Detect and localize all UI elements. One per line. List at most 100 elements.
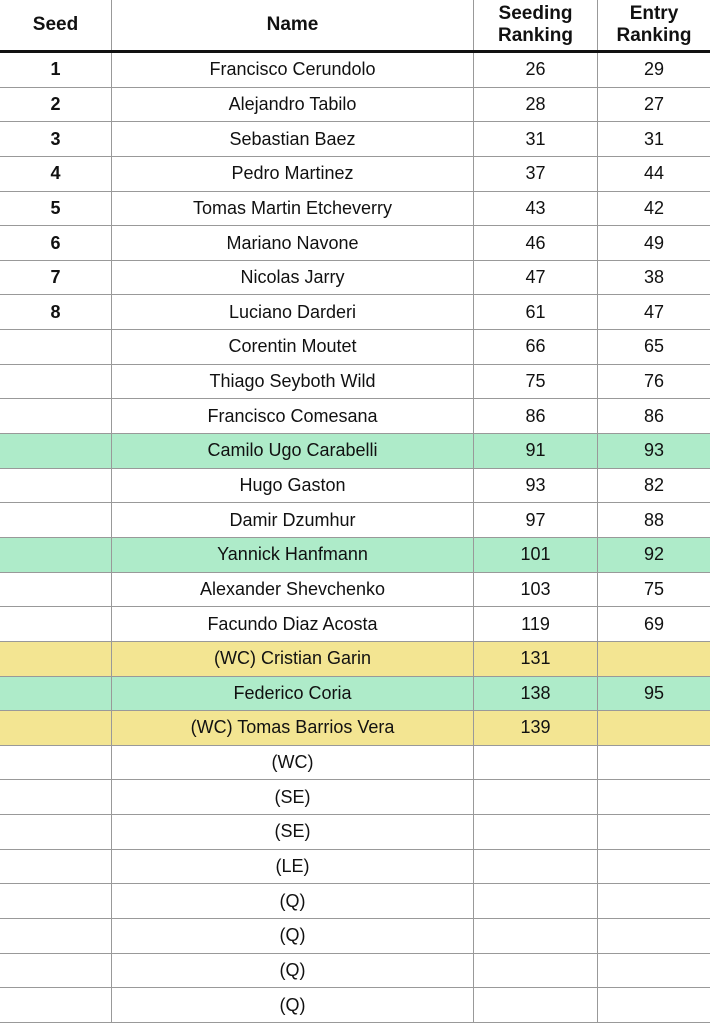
entry-ranking-cell bbox=[598, 919, 710, 953]
header-seeding-ranking: Seeding Ranking bbox=[474, 0, 598, 50]
name-cell: (Q) bbox=[112, 953, 474, 988]
name-cell: (Q) bbox=[112, 884, 474, 919]
name-cell: Nicolas Jarry bbox=[112, 260, 474, 295]
name-cell: (WC) bbox=[112, 745, 474, 780]
seeding-ranking-cell: 46 bbox=[474, 226, 598, 260]
seeding-ranking-cell: 47 bbox=[474, 260, 598, 295]
name-cell: Alejandro Tabilo bbox=[112, 87, 474, 122]
seeding-ranking-cell: 28 bbox=[474, 87, 598, 122]
name-cell: Francisco Comesana bbox=[112, 399, 474, 434]
name-cell: (Q) bbox=[112, 919, 474, 953]
entry-ranking-cell: 27 bbox=[643, 93, 665, 114]
seeding-ranking-cell: 26 bbox=[474, 53, 598, 87]
name-cell: Mariano Navone bbox=[112, 226, 474, 260]
name-cell: Hugo Gaston bbox=[112, 468, 474, 503]
name-cell: Thiago Seyboth Wild bbox=[112, 364, 474, 399]
table-row: (Q) bbox=[0, 919, 710, 954]
entry-ranking-cell bbox=[598, 642, 710, 676]
name-cell: Francisco Cerundolo bbox=[112, 53, 474, 87]
seed-cell bbox=[0, 399, 112, 434]
entry-ranking-cell: 92 bbox=[643, 544, 665, 565]
name-cell: Luciano Darderi bbox=[112, 295, 474, 330]
entry-ranking-cell: 38 bbox=[643, 267, 665, 288]
seeding-ranking-cell bbox=[474, 919, 598, 953]
header-name: Name bbox=[112, 0, 474, 50]
entry-ranking-cell: 31 bbox=[643, 128, 665, 149]
name-cell: (WC) Tomas Barrios Vera bbox=[112, 711, 474, 745]
name-cell: Yannick Hanfmann bbox=[112, 537, 474, 572]
seeding-ranking-cell bbox=[474, 953, 598, 988]
seed-cell bbox=[0, 572, 112, 607]
table-row: Thiago Seyboth Wild 75 76 bbox=[0, 364, 710, 400]
name-cell: Camilo Ugo Carabelli bbox=[112, 434, 474, 468]
entry-ranking-cell bbox=[598, 884, 710, 918]
entry-ranking-cell: 47 bbox=[643, 301, 665, 322]
seed-cell bbox=[0, 745, 112, 780]
table-row: Yannick Hanfmann 101 92 bbox=[0, 537, 710, 573]
seed-cell bbox=[0, 434, 112, 468]
seed-cell bbox=[0, 953, 112, 988]
seed-cell bbox=[0, 503, 112, 537]
seed-cell bbox=[0, 607, 112, 641]
name-cell: Damir Dzumhur bbox=[112, 503, 474, 537]
seeding-ranking-cell bbox=[474, 884, 598, 919]
table-row: 5 Tomas Martin Etcheverry 43 42 bbox=[0, 191, 710, 227]
entry-ranking-cell: 42 bbox=[643, 197, 665, 218]
seed-cell bbox=[0, 711, 112, 745]
entry-ranking-cell bbox=[598, 780, 710, 814]
table-row: (SE) bbox=[0, 780, 710, 816]
table-row: (WC) bbox=[0, 745, 710, 781]
entry-ranking-cell bbox=[598, 954, 710, 988]
seed-cell bbox=[0, 537, 112, 572]
name-cell: Tomas Martin Etcheverry bbox=[112, 191, 474, 226]
table-row: 2 Alejandro Tabilo 28 27 bbox=[0, 87, 710, 123]
table-row: (Q) bbox=[0, 953, 710, 989]
seed-cell bbox=[0, 849, 112, 884]
seeding-ranking-cell: 91 bbox=[474, 434, 598, 468]
entry-ranking-cell: 65 bbox=[643, 336, 665, 357]
table-body: 1 Francisco Cerundolo 26 29 2 Alejandro Tabil… bbox=[0, 53, 710, 1023]
seeding-ranking-cell: 31 bbox=[474, 122, 598, 156]
entry-ranking-cell: 82 bbox=[643, 475, 665, 495]
seeding-ranking-cell: 86 bbox=[474, 399, 598, 434]
table-row: 7 Nicolas Jarry 47 38 bbox=[0, 260, 710, 296]
table-row: 4 Pedro Martinez 37 44 bbox=[0, 156, 710, 192]
seeding-ranking-cell: 61 bbox=[474, 295, 598, 330]
table-row: (WC) Cristian Garin 131 bbox=[0, 641, 710, 677]
seeding-ranking-cell: 75 bbox=[474, 364, 598, 399]
seed-cell bbox=[0, 364, 112, 399]
seed-cell: 1 bbox=[0, 53, 112, 87]
seed-cell bbox=[0, 919, 112, 953]
seeding-ranking-cell bbox=[474, 780, 598, 815]
name-cell: (SE) bbox=[112, 780, 474, 815]
seeding-ranking-cell: 66 bbox=[474, 330, 598, 364]
name-cell: Corentin Moutet bbox=[112, 330, 474, 364]
seed-cell bbox=[0, 988, 112, 1022]
name-cell: Federico Coria bbox=[112, 676, 474, 711]
entry-ranking-cell bbox=[598, 988, 710, 1022]
name-cell: Sebastian Baez bbox=[112, 122, 474, 156]
seeding-ranking-cell: 93 bbox=[474, 468, 598, 503]
seed-cell bbox=[0, 780, 112, 815]
seeding-ranking-cell: 43 bbox=[474, 191, 598, 226]
name-cell: Pedro Martinez bbox=[112, 156, 474, 191]
entry-ranking-cell bbox=[598, 815, 710, 849]
seeding-ranking-cell: 131 bbox=[474, 641, 598, 676]
seeding-ranking-cell bbox=[474, 849, 598, 884]
table-row: Alexander Shevchenko 103 75 bbox=[0, 572, 710, 608]
seed-cell bbox=[0, 641, 112, 676]
entry-ranking-cell: 44 bbox=[643, 163, 665, 184]
seed-cell: 5 bbox=[0, 191, 112, 226]
seed-cell bbox=[0, 884, 112, 919]
entry-ranking-cell: 75 bbox=[643, 578, 665, 599]
name-cell: (LE) bbox=[112, 849, 474, 884]
table-row: Facundo Diaz Acosta 119 69 bbox=[0, 607, 710, 642]
seed-cell: 3 bbox=[0, 122, 112, 156]
seed-cell: 4 bbox=[0, 156, 112, 191]
header-entry-ranking: Entry Ranking bbox=[616, 3, 692, 46]
table-header: Seed Name Seeding Ranking Entry Ranking bbox=[0, 0, 710, 53]
name-cell: (SE) bbox=[112, 815, 474, 849]
name-cell: Alexander Shevchenko bbox=[112, 572, 474, 607]
header-seed: Seed bbox=[0, 0, 112, 50]
